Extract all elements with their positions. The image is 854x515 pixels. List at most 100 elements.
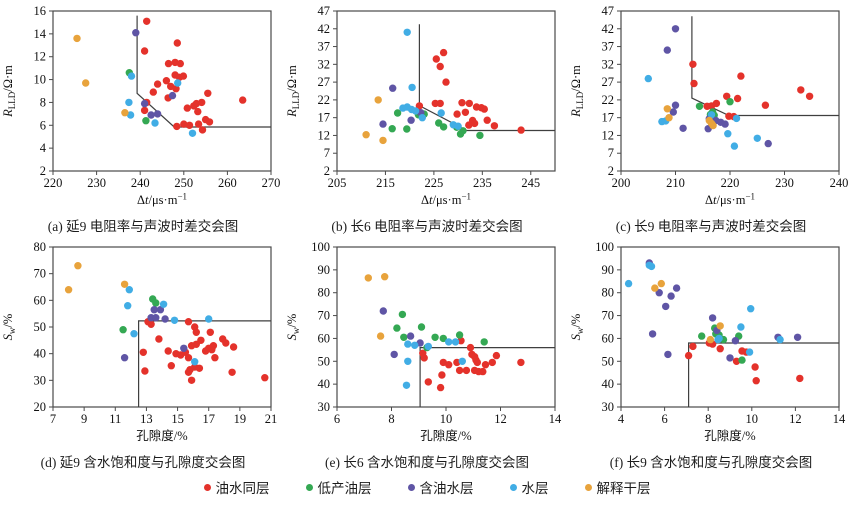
data-point: [130, 330, 138, 338]
data-point: [439, 48, 448, 57]
data-point: [239, 96, 247, 104]
data-point: [651, 284, 659, 292]
data-point: [730, 142, 739, 150]
chart-grid: 220 230 240 250 260 270 2 4 6 8 10 12 14 16 Δt/μs·m−1 R…: [0, 3, 854, 475]
y-tick-label: 60: [602, 331, 615, 345]
data-point: [733, 94, 742, 103]
data-point: [776, 335, 784, 344]
data-point: [173, 122, 181, 131]
x-tick-label: 205: [328, 176, 347, 190]
data-point: [445, 361, 453, 369]
x-tick-label: 250: [174, 176, 193, 190]
data-point: [665, 114, 673, 122]
data-point: [184, 368, 193, 376]
data-point: [125, 98, 133, 107]
x-tick-label: 8: [705, 412, 711, 426]
chart-cell-a: 220 230 240 250 260 270 2 4 6 8 10 12 14 16 Δt/μs·m−1 R…: [1, 3, 285, 239]
data-point: [179, 72, 188, 80]
data-point: [732, 357, 741, 365]
data-point: [194, 120, 203, 128]
data-point: [662, 302, 670, 311]
data-point: [738, 356, 746, 364]
data-point: [517, 358, 525, 367]
x-tick-label: 220: [44, 176, 63, 190]
data-point: [724, 130, 732, 138]
y-tick-label: 32: [602, 57, 615, 71]
x-tick-label: 19: [234, 412, 247, 426]
data-point: [261, 374, 269, 382]
data-point: [155, 335, 163, 343]
data-point: [205, 118, 214, 126]
x-tick-label: 12: [494, 412, 507, 426]
data-point: [721, 120, 729, 128]
y-tick-label: 32: [318, 57, 331, 71]
data-point: [172, 85, 180, 93]
series-red: [139, 318, 269, 384]
data-point: [139, 348, 147, 356]
data-point: [732, 114, 741, 123]
series-red: [419, 337, 525, 392]
chart-cell-d: 7 9 11 13 15 17 19 21 20 30 40 50 60 70 80 孔隙度/% Sw/% (d…: [1, 239, 285, 475]
data-point: [424, 378, 432, 386]
chart-e-caption: (e) 长6 含水饱和度与孔隙度交会图: [325, 455, 529, 470]
y-tick-label: 10: [34, 73, 47, 87]
data-point: [211, 354, 219, 362]
data-point: [451, 338, 460, 346]
series-orange: [364, 273, 389, 340]
data-point: [445, 338, 453, 346]
y-axis-label: RLLD/Ω·m: [1, 65, 17, 118]
x-tick-label: 245: [521, 176, 540, 190]
y-tick-label: 50: [318, 354, 331, 368]
data-point: [132, 29, 140, 37]
data-point: [161, 315, 169, 323]
data-point: [476, 131, 484, 140]
y-axis-label: Sw/%: [1, 314, 17, 341]
y-tick-label: 50: [34, 320, 47, 334]
legend-label-water: 水层: [521, 481, 549, 496]
y-tick-label: 60: [318, 331, 331, 345]
data-point: [480, 338, 488, 346]
data-point: [364, 274, 372, 282]
series-purple: [663, 25, 772, 148]
y-tick-label: 80: [34, 240, 47, 254]
data-point: [698, 332, 706, 340]
y-tick-label: 12: [34, 50, 47, 64]
data-point: [716, 345, 724, 353]
data-point: [164, 59, 173, 68]
data-point: [672, 284, 681, 292]
x-tick-label: 215: [376, 176, 395, 190]
y-tick-label: 30: [318, 400, 331, 414]
legend-item-oily-water: 含油水层: [407, 477, 474, 497]
data-point: [152, 299, 160, 307]
data-point: [127, 72, 136, 80]
data-point: [462, 366, 471, 375]
x-axis-label: 孔隙度/%: [704, 428, 755, 443]
x-tick-label: 9: [81, 412, 87, 426]
data-point: [689, 60, 697, 68]
series-orange: [663, 105, 717, 130]
x-tick-label: 230: [775, 176, 794, 190]
data-point: [438, 371, 446, 379]
y-tick-label: 60: [34, 293, 47, 307]
x-tick-label: 220: [721, 176, 740, 190]
series-cyan: [124, 286, 213, 366]
y-tick-label: 27: [318, 75, 331, 89]
data-point: [737, 72, 745, 80]
y-tick-label: 42: [318, 22, 331, 36]
y-tick-label: 2: [324, 164, 330, 178]
x-tick-label: 10: [440, 412, 453, 426]
data-point: [205, 315, 213, 323]
data-point: [125, 286, 133, 294]
data-point: [73, 34, 81, 43]
series-cyan: [624, 261, 784, 356]
plot-frame: [336, 246, 556, 408]
data-point: [379, 307, 387, 315]
data-point: [671, 25, 680, 33]
y-tick-label: 70: [602, 309, 615, 323]
data-point: [198, 126, 207, 134]
y-tick-label: 37: [602, 40, 615, 54]
y-tick-label: 12: [318, 128, 331, 142]
data-point: [465, 99, 473, 108]
chart-c-scatter: 200 210 220 230 240271217222732374247Δt/μs·m…: [569, 4, 848, 207]
y-tick-label: 17: [318, 111, 331, 125]
